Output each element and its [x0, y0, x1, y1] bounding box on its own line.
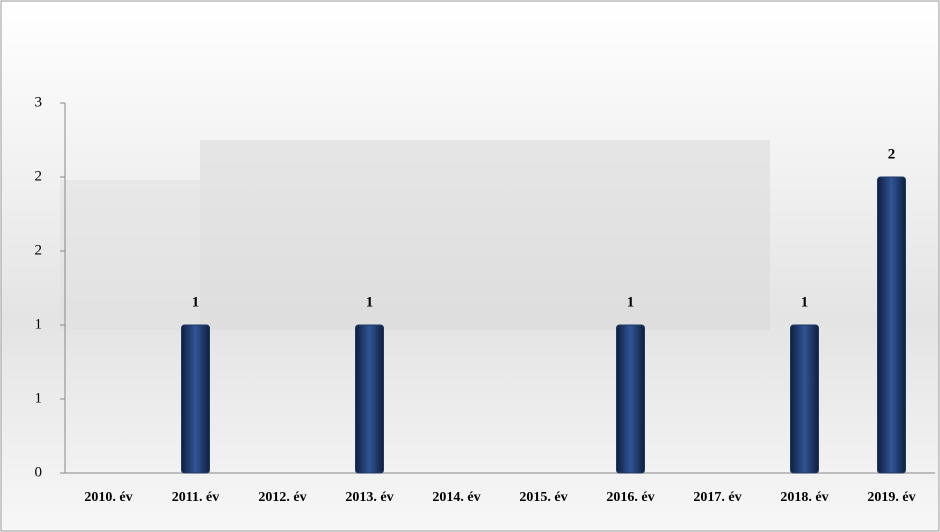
bar	[355, 324, 384, 474]
y-tick-label: 2	[35, 168, 43, 184]
x-tick-label: 2019. év	[867, 490, 915, 505]
y-tick-label: 0	[35, 464, 43, 480]
x-tick-label: 2010. év	[84, 490, 132, 505]
y-tick-label: 3	[35, 94, 43, 110]
data-label: 1	[801, 294, 809, 310]
x-tick-label: 2015. év	[519, 490, 567, 505]
x-tick-label: 2016. év	[606, 490, 654, 505]
x-tick-label: 2012. év	[258, 490, 306, 505]
bar	[181, 324, 210, 474]
bar	[616, 324, 645, 474]
x-tick-label: 2017. év	[693, 490, 741, 505]
x-tick-label: 2013. év	[345, 490, 393, 505]
data-label: 2	[888, 146, 896, 162]
data-label: 1	[627, 294, 635, 310]
y-tick-label: 1	[35, 390, 43, 406]
data-label: 1	[192, 294, 200, 310]
y-tick-label: 2	[35, 242, 43, 258]
x-tick-label: 2014. év	[432, 490, 480, 505]
background-building	[200, 140, 770, 330]
data-label: 1	[366, 294, 374, 310]
bar	[877, 176, 906, 474]
y-tick-label: 1	[35, 316, 43, 332]
x-tick-label: 2011. év	[172, 490, 219, 505]
bar	[790, 324, 819, 474]
background-building	[60, 180, 200, 330]
x-tick-label: 2018. év	[780, 490, 828, 505]
